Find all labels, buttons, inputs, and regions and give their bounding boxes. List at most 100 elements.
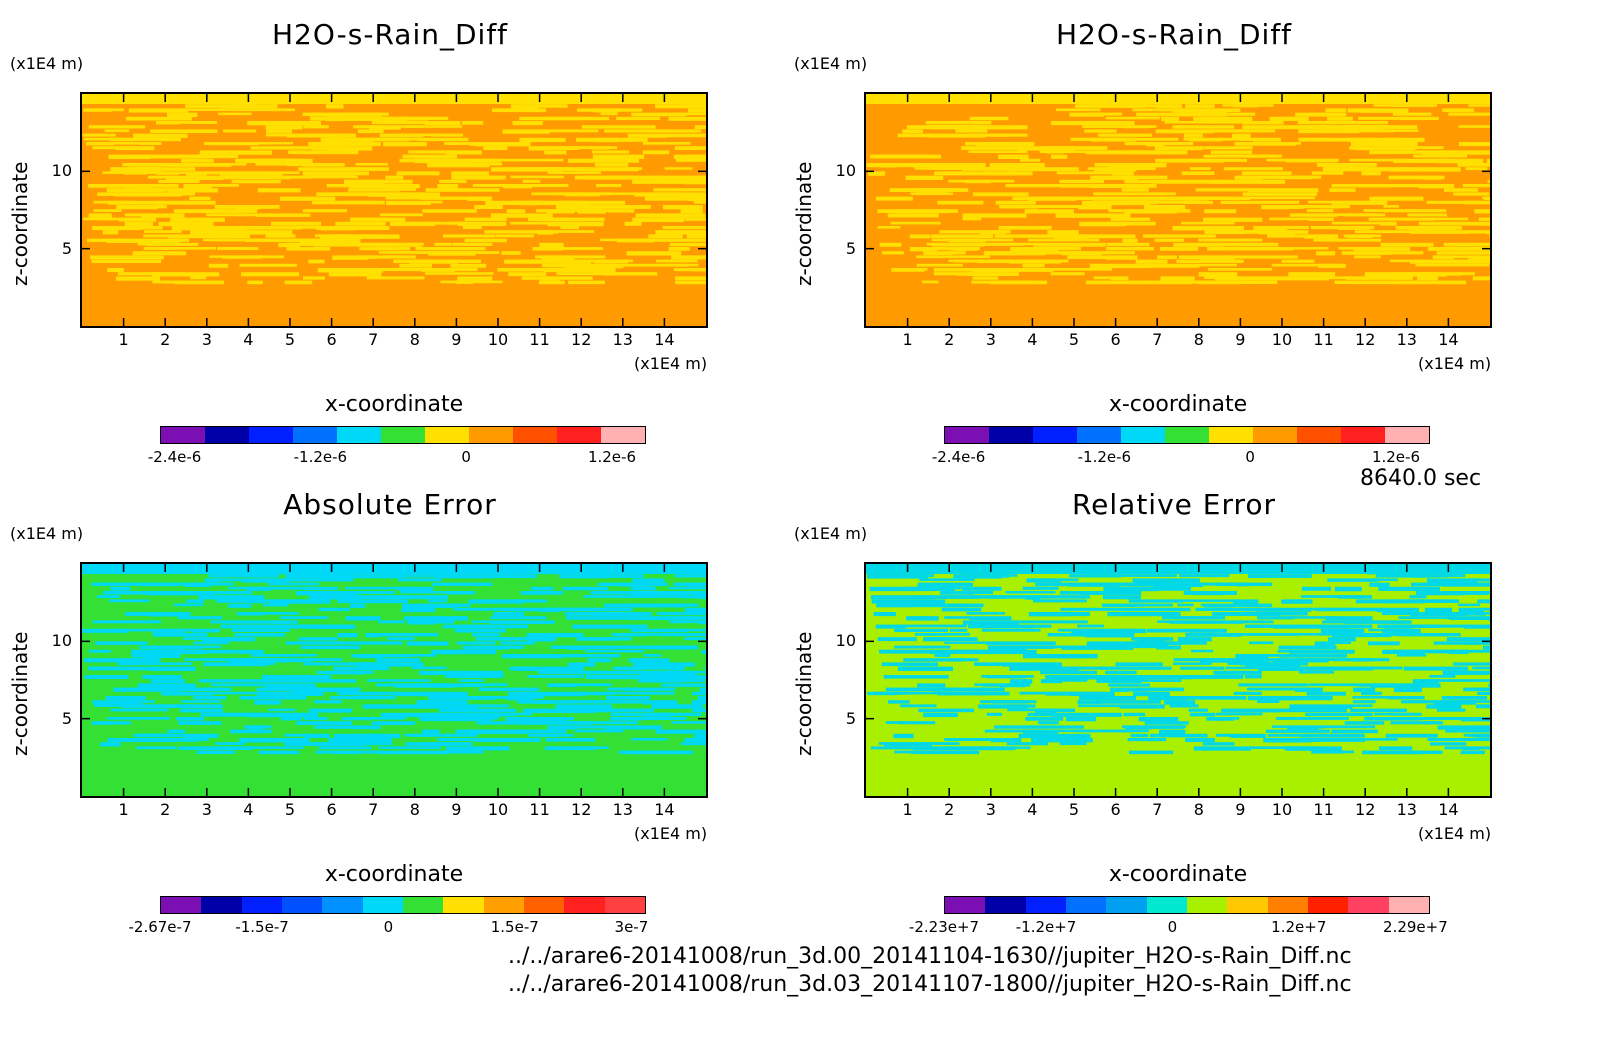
field-stripe [686,234,706,239]
field-stripe [608,209,635,213]
field-stripe [674,276,706,281]
x-axis-label: x-coordinate [324,392,464,417]
x-tick-label: 11 [1313,330,1334,349]
field-stripe [1308,200,1353,204]
field-stripe [554,192,613,196]
field-stripe [1458,125,1490,128]
colorbar-label: -2.4e-6 [147,448,202,466]
field-stripe [447,670,504,676]
field-stripe [623,691,659,695]
field-stripe [1074,729,1134,733]
field-stripe [88,666,160,671]
field-stripe [1101,251,1135,255]
field-stripe [424,121,461,126]
field-stripe [459,679,484,682]
field-stripe [868,171,886,176]
field-stripe [337,691,411,696]
field-stripe [1281,259,1315,263]
field-stripe [294,654,318,657]
colorbar-swatch [1307,897,1349,913]
field-stripe [262,603,289,607]
y-axis-label: z-coordinate [8,631,32,756]
field-stripe [1102,595,1141,600]
field-stripe [1216,280,1278,284]
field-stripe [1184,675,1226,678]
chart-panel-3: Absolute Error (x1E4 m) (x1E4 m) z-coordina… [0,470,780,940]
time-label: 8640.0 sec [1360,466,1482,491]
field-stripe [926,125,989,129]
x-tick-label: 5 [284,330,296,349]
field-stripe [1265,226,1309,230]
field-stripe [680,742,706,746]
field-stripe [234,234,250,239]
field-stripe [226,712,284,716]
field-stripe [632,578,665,583]
x-tick-label: 4 [1027,800,1038,819]
field-stripe [569,691,613,696]
field-stripe [515,637,540,641]
field-stripe [258,750,300,755]
x-tick-label: 1 [902,330,913,349]
field-stripe [1067,255,1130,260]
x-tick-label: 3 [985,330,996,349]
field-stripe [1398,616,1457,620]
field-stripe [535,255,606,259]
x-tick-label: 14 [1438,330,1459,349]
field-stripe [1169,704,1199,708]
field-stripe [1027,578,1079,582]
field-stripe [1446,637,1490,642]
field-stripe [384,255,406,259]
field-stripe [870,746,931,750]
field-stripe [675,280,706,285]
field-stripe [1061,645,1134,650]
field-stripe [1344,721,1385,725]
field-stripe [898,721,936,725]
field-stripe [484,230,558,234]
field-stripe [1022,586,1059,590]
field-stripe [905,175,944,180]
field-stripe [1183,133,1203,138]
field-stripe [102,591,178,595]
field-stripe [618,750,689,754]
field-stripe [1029,612,1071,617]
x-tick-label: 8 [1193,800,1204,819]
field-stripe [1123,712,1145,717]
field-stripe [986,641,1056,646]
field-stripe [625,687,676,691]
field-stripe [1010,679,1033,684]
field-stripe [1059,179,1104,184]
field-stripe [1298,666,1373,671]
field-stripe [655,729,706,734]
colorbar-label: -1.2e+7 [1015,918,1077,936]
field-bottom-band [82,754,706,796]
field-stripe [1183,196,1230,200]
field-stripe [260,612,299,615]
field-stripe [1055,213,1131,218]
field-stripe [662,226,706,230]
field-stripe [1011,725,1084,729]
field-stripe [1111,679,1182,682]
field-stripe [490,158,564,162]
field-stripe [998,226,1052,230]
field-stripe [1369,150,1414,155]
field-stripe [1078,591,1142,595]
field-stripe [1426,704,1462,709]
colorbar-swatch [337,427,381,443]
field-stripe [139,645,202,650]
field-stripe [1488,683,1490,688]
field-stripe [215,742,245,745]
field-stripe [1276,717,1349,720]
field-stripe [1091,675,1121,679]
field-stripe [477,746,510,751]
field-stripe [1261,276,1329,281]
field-stripe [1172,125,1235,129]
field-stripe [1232,599,1259,604]
field-stripe [1177,603,1194,607]
field-stripe [671,721,706,724]
field-stripe [600,238,631,242]
field-stripe [1388,184,1446,188]
colorbar-swatch [322,897,363,913]
field-stripe [1295,112,1347,117]
field-stripe [302,586,338,591]
field-stripe [916,255,991,259]
